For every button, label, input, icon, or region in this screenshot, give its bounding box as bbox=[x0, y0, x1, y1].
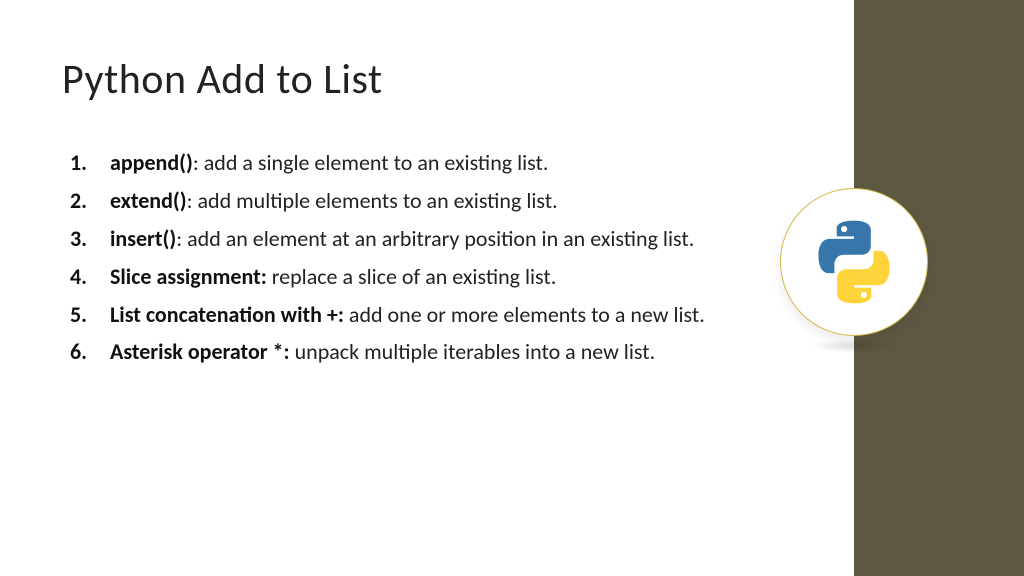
list-item: extend(): add multiple elements to an ex… bbox=[62, 185, 782, 217]
slide-title: Python Add to List bbox=[62, 54, 782, 105]
desc: add a single element to an existing list… bbox=[204, 149, 549, 176]
list-item: Slice assignment: replace a slice of an … bbox=[62, 261, 782, 293]
slide: Python Add to List append(): add a singl… bbox=[0, 0, 1024, 576]
list-item: List concatenation with +: add one or mo… bbox=[62, 299, 782, 331]
term: append() bbox=[110, 149, 193, 176]
logo-shadow bbox=[809, 339, 899, 353]
term: extend() bbox=[110, 187, 187, 214]
sep: : bbox=[176, 225, 187, 252]
python-logo-icon bbox=[811, 219, 897, 305]
list-item: append(): add a single element to an exi… bbox=[62, 147, 782, 179]
methods-list: append(): add a single element to an exi… bbox=[62, 147, 782, 368]
python-logo-badge bbox=[780, 188, 928, 336]
desc: add multiple elements to an existing lis… bbox=[197, 187, 557, 214]
term: Slice assignment: bbox=[110, 263, 267, 290]
term: Asterisk operator *: bbox=[110, 338, 290, 365]
sep: : bbox=[187, 187, 198, 214]
desc: unpack multiple iterables into a new lis… bbox=[295, 338, 656, 365]
sep: : bbox=[193, 149, 204, 176]
list-item: Asterisk operator *: unpack multiple ite… bbox=[62, 336, 782, 368]
desc: replace a slice of an existing list. bbox=[272, 263, 557, 290]
desc: add an element at an arbitrary position … bbox=[187, 225, 694, 252]
python-yellow bbox=[837, 251, 889, 304]
content-area: Python Add to List append(): add a singl… bbox=[62, 54, 782, 374]
desc: add one or more elements to a new list. bbox=[349, 301, 705, 328]
list-item: insert(): add an element at an arbitrary… bbox=[62, 223, 782, 255]
term: insert() bbox=[110, 225, 176, 252]
python-blue bbox=[818, 221, 870, 274]
term: List concatenation with +: bbox=[110, 301, 344, 328]
